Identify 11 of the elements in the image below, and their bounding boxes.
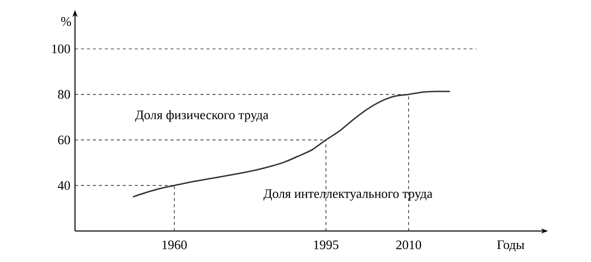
annotation: Доля физического труда xyxy=(135,110,268,122)
y-axis-title: % xyxy=(61,17,72,26)
y-tick-label: 80 xyxy=(58,90,70,99)
y-tick-label: 40 xyxy=(58,181,70,190)
x-tick-label: 1960 xyxy=(162,240,187,250)
y-tick-label: 60 xyxy=(58,136,70,144)
annotation: Доля интеллектуального труда xyxy=(264,189,432,201)
x-axis-title: Годы xyxy=(497,240,524,252)
y-tick-label: 100 xyxy=(52,44,70,54)
x-tick-label: 1995 xyxy=(314,240,338,250)
x-tick-label: 2010 xyxy=(396,240,422,250)
